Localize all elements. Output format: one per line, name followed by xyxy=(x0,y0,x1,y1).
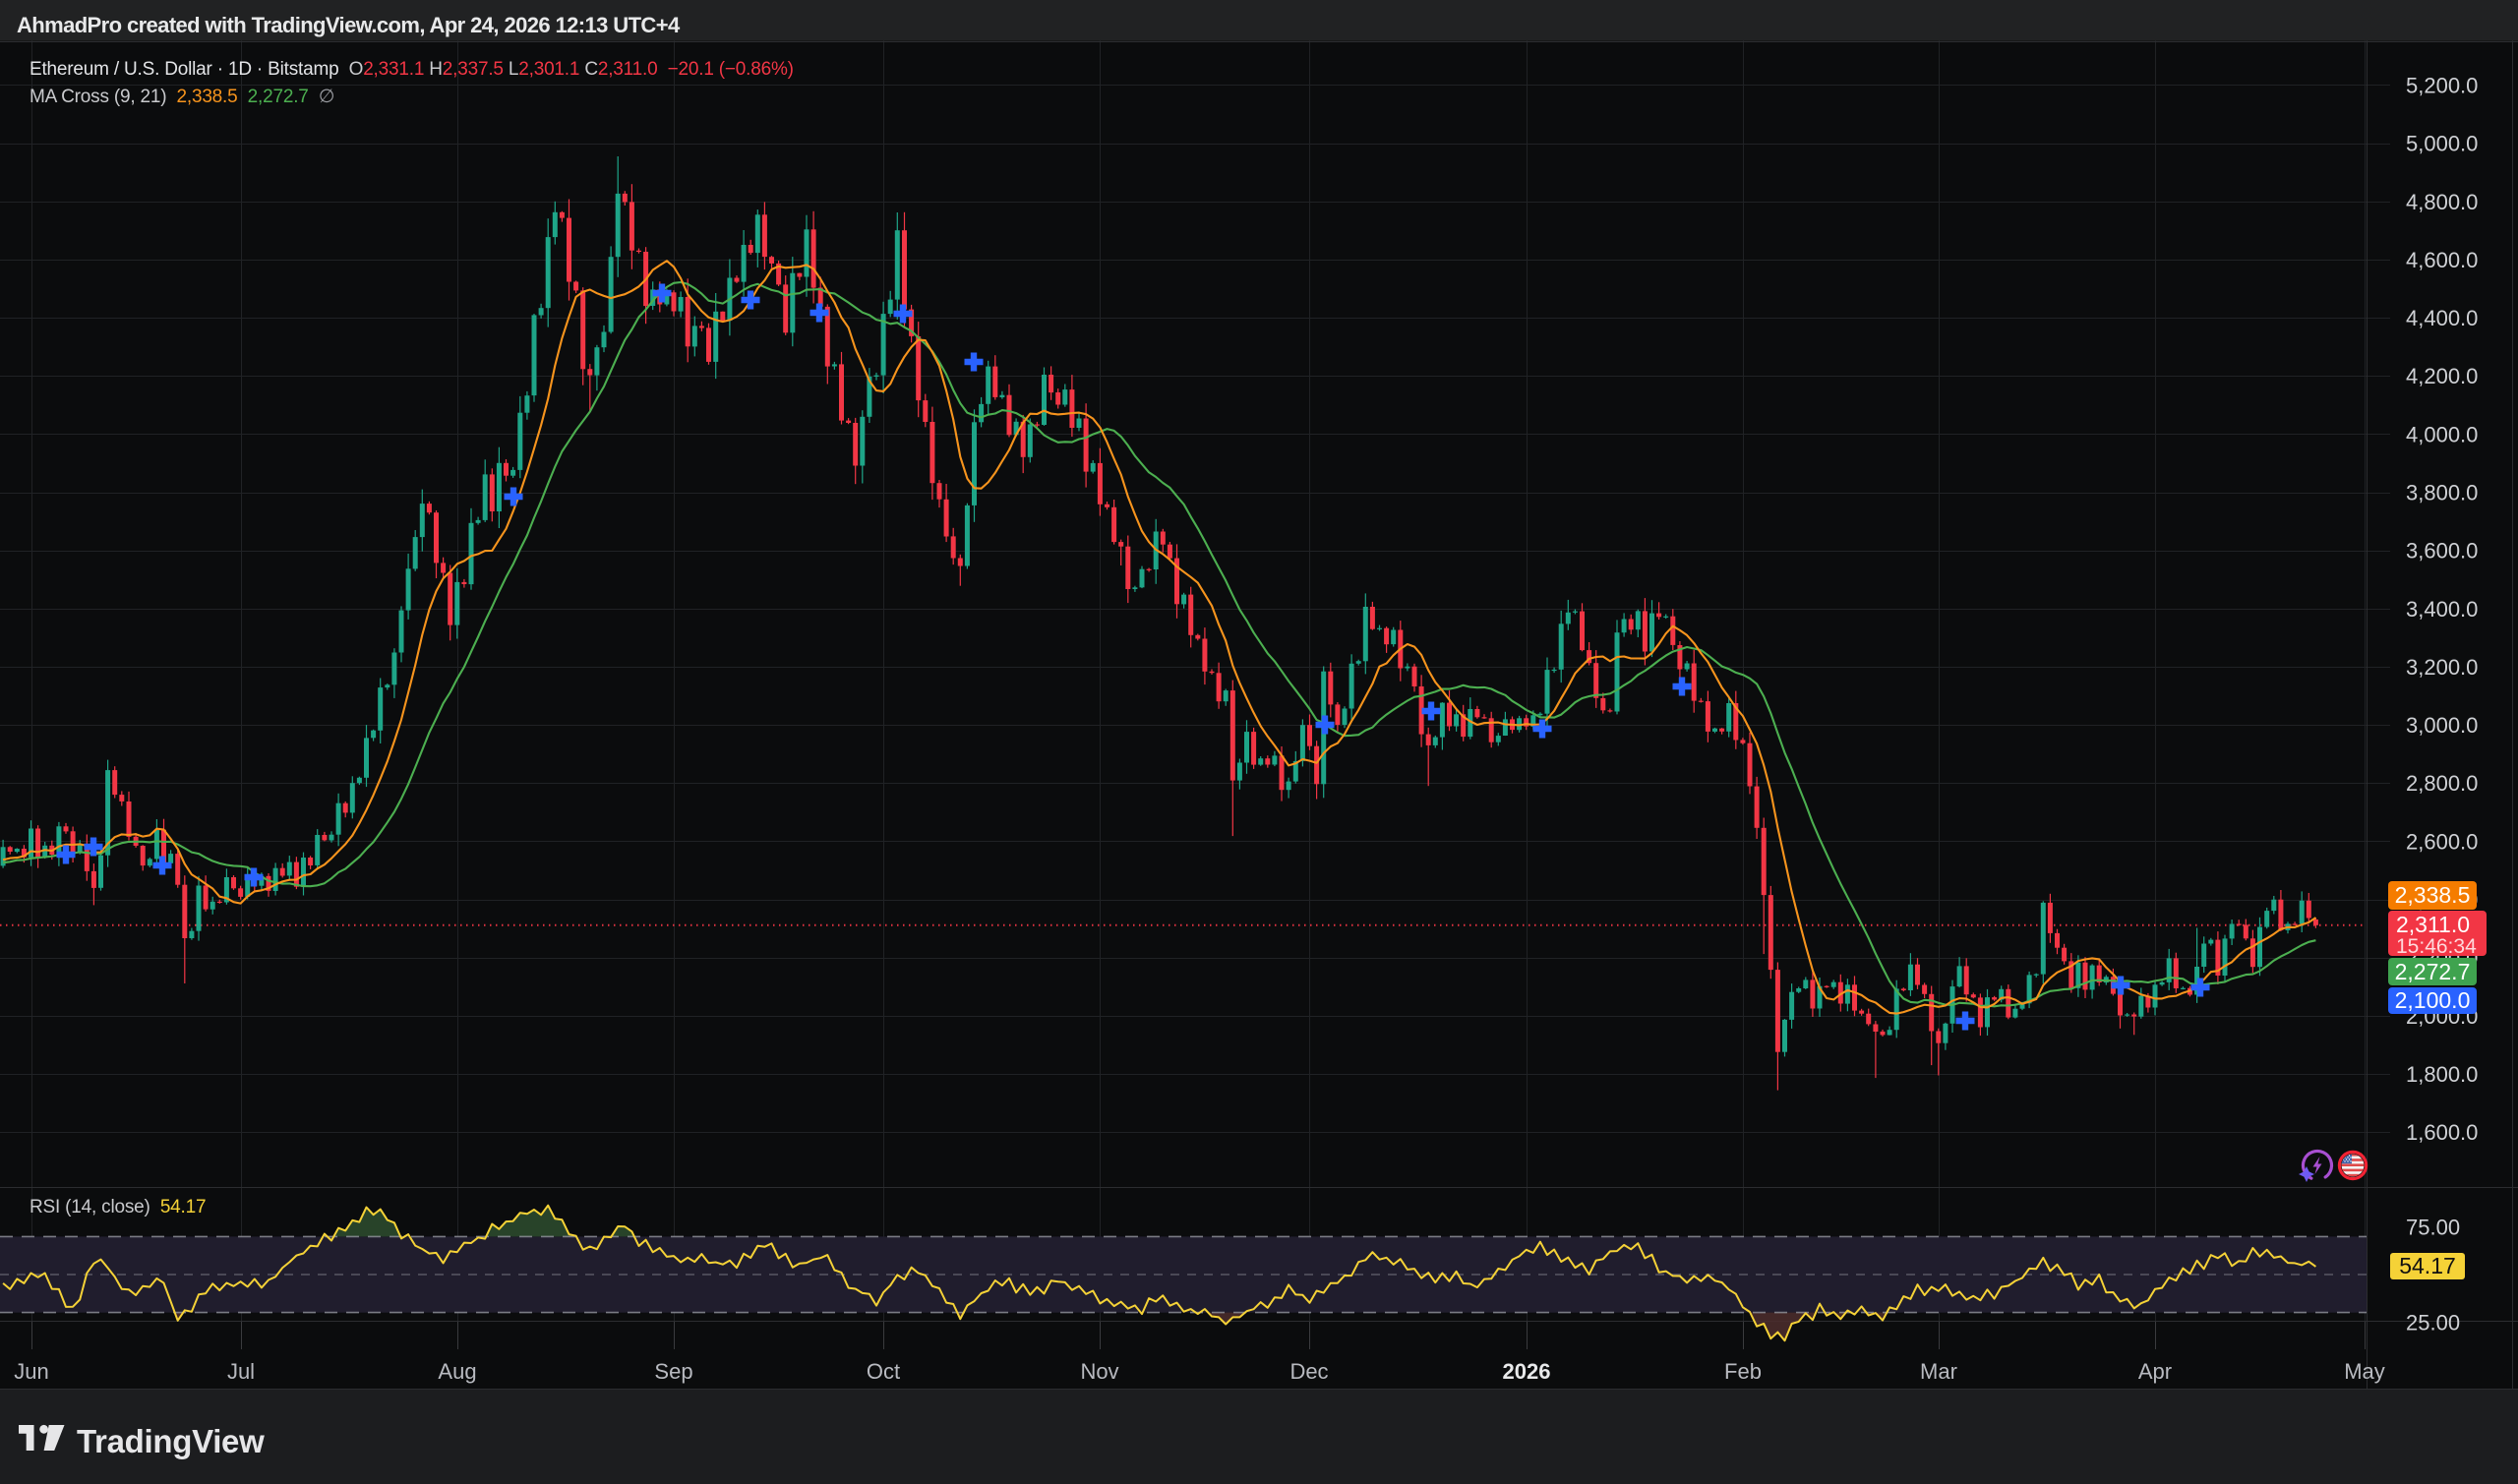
svg-text:3,400.0: 3,400.0 xyxy=(2406,597,2478,622)
svg-text:75.00: 75.00 xyxy=(2406,1216,2460,1240)
svg-text:Jun: Jun xyxy=(14,1359,48,1384)
svg-text:Nov: Nov xyxy=(1080,1359,1118,1384)
svg-text:5,000.0: 5,000.0 xyxy=(2406,132,2478,156)
svg-text:Feb: Feb xyxy=(1724,1359,1762,1384)
svg-text:4,600.0: 4,600.0 xyxy=(2406,248,2478,272)
svg-text:RSI (14, close) 54.17: RSI (14, close) 54.17 xyxy=(30,1197,206,1217)
svg-text:25.00: 25.00 xyxy=(2406,1310,2460,1335)
svg-text:3,200.0: 3,200.0 xyxy=(2406,655,2478,680)
svg-text:Apr: Apr xyxy=(2138,1359,2172,1384)
svg-text:2026: 2026 xyxy=(1503,1359,1551,1384)
svg-text:Ethereum / U.S. Dollar · 1D ·: Ethereum / U.S. Dollar · 1D · Bitstamp O… xyxy=(30,59,794,80)
svg-text:4,000.0: 4,000.0 xyxy=(2406,422,2478,446)
svg-text:Sep: Sep xyxy=(654,1359,692,1384)
svg-text:3,600.0: 3,600.0 xyxy=(2406,539,2478,564)
svg-text:15:46:34: 15:46:34 xyxy=(2396,935,2477,958)
svg-text:3,000.0: 3,000.0 xyxy=(2406,713,2478,738)
svg-text:4,400.0: 4,400.0 xyxy=(2406,306,2478,330)
svg-text:Dec: Dec xyxy=(1289,1359,1328,1384)
svg-text:2,311.0: 2,311.0 xyxy=(2396,912,2470,937)
svg-text:May: May xyxy=(2344,1359,2385,1384)
svg-text:4,800.0: 4,800.0 xyxy=(2406,190,2478,214)
svg-text:Mar: Mar xyxy=(1920,1359,1957,1384)
svg-text:1,600.0: 1,600.0 xyxy=(2406,1120,2478,1145)
svg-text:3,800.0: 3,800.0 xyxy=(2406,481,2478,505)
svg-text:5,200.0: 5,200.0 xyxy=(2406,74,2478,98)
svg-text:54.17: 54.17 xyxy=(2399,1253,2456,1278)
svg-text:Jul: Jul xyxy=(227,1359,255,1384)
svg-text:MA Cross (9, 21) 2,338.5 2,2: MA Cross (9, 21) 2,338.5 2,272.7 ∅ xyxy=(30,87,334,107)
svg-text:2,100.0: 2,100.0 xyxy=(2395,987,2471,1013)
svg-text:2,338.5: 2,338.5 xyxy=(2395,882,2471,908)
svg-text:AhmadPro created with TradingV: AhmadPro created with TradingView.com, A… xyxy=(17,13,681,37)
svg-text:2,800.0: 2,800.0 xyxy=(2406,771,2478,796)
svg-text:4,200.0: 4,200.0 xyxy=(2406,364,2478,388)
svg-text:1,800.0: 1,800.0 xyxy=(2406,1062,2478,1087)
svg-text:Oct: Oct xyxy=(867,1359,900,1384)
svg-text:2,272.7: 2,272.7 xyxy=(2395,959,2471,984)
svg-text:Aug: Aug xyxy=(438,1359,476,1384)
svg-text:TradingView: TradingView xyxy=(77,1423,265,1459)
svg-text:2,600.0: 2,600.0 xyxy=(2406,829,2478,854)
